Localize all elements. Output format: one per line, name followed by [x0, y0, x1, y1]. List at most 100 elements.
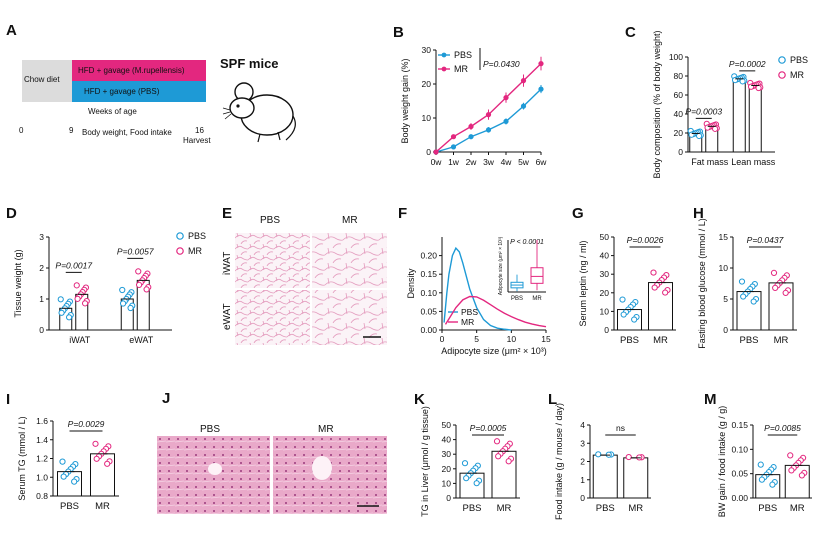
chart-h-y-tick-label: 0 — [723, 325, 728, 335]
chart-c-pvalue: P=0.0003 — [685, 106, 722, 116]
chart-m-y-tick-label: 0.15 — [731, 420, 748, 430]
chart-m-x-tick-label: MR — [790, 503, 805, 514]
chow-diet-box — [22, 60, 72, 102]
chart-b-y-tick-label: 30 — [422, 45, 432, 55]
chart-f-x-tick-label: 15 — [541, 334, 551, 344]
chart-f-density-pbs — [443, 246, 512, 331]
chart-i-y-tick-label: 1.2 — [36, 454, 48, 464]
chart-g-x-tick-label: MR — [653, 335, 668, 346]
chart-c-y-tick-label: 20 — [674, 128, 684, 138]
chart-g-point — [650, 269, 657, 276]
chart-h-point — [740, 293, 747, 300]
chart-b-point-pbs — [485, 127, 492, 133]
chart-b-legend-marker — [441, 52, 447, 58]
chart-k-point — [493, 438, 501, 445]
histo-e-col-pbs: PBS — [260, 215, 281, 226]
chart-l-y-tick-label: 2 — [580, 457, 585, 467]
chart-f-inset-box — [530, 267, 544, 284]
chart-g-y-tick-label: 50 — [600, 232, 610, 242]
chart-l-point — [625, 453, 632, 461]
chart-f-legend-label-pbs: PBS — [461, 307, 478, 317]
chart-l-x-tick-label: PBS — [596, 503, 615, 514]
histo-j-col-pbs: PBS — [200, 424, 221, 435]
chart-d-point — [57, 296, 64, 303]
chart-b-point-mr — [468, 123, 474, 130]
chart-b-point-pbs — [520, 103, 527, 109]
chart-k-y-tick-label: 0 — [446, 493, 451, 503]
chart-f-y-tick-label: 0.00 — [420, 325, 437, 335]
chart-m-point — [788, 467, 795, 474]
chart-l-point — [595, 451, 602, 458]
timeline-tick-16: 16 — [195, 126, 204, 135]
chart-g-ylabel: Serum leptin (ng / ml) — [578, 240, 588, 326]
chart-b-point-mr — [433, 149, 439, 155]
chart-c-y-tick-label: 0 — [678, 147, 683, 157]
chart-h-y-tick-label: 5 — [723, 294, 728, 304]
chart-l-bar — [623, 457, 649, 499]
panel-a-letter: A — [6, 22, 17, 39]
chart-h-y-tick-label: 15 — [719, 232, 729, 242]
chart-m-y-tick-label: 0.10 — [731, 444, 748, 454]
chart-g-point — [620, 311, 627, 318]
chart-b-x-tick-label: 3w — [483, 157, 495, 167]
chart-b-point-pbs — [450, 144, 457, 150]
chart-l-y-tick-label: 0 — [580, 493, 585, 503]
chart-m-panel-letter: M — [704, 391, 717, 408]
chart-b-legend-marker — [441, 66, 447, 72]
spf-mice-label: SPF mice — [220, 56, 279, 71]
chart-d-point — [58, 309, 65, 316]
mr-treatment-bar — [72, 60, 206, 81]
chart-f-inset-x-label: PBS — [511, 296, 523, 302]
chart-b-point-mr — [485, 112, 492, 118]
chart-k-point — [463, 475, 470, 482]
chart-c-legend-marker — [778, 71, 786, 79]
chart-h-point — [750, 298, 757, 305]
adipose-histology-image — [235, 233, 387, 345]
chart-m-point — [757, 461, 764, 468]
chart-i-x-tick-label: MR — [95, 501, 110, 512]
chart-h-point — [772, 284, 779, 291]
chart-c-pvalue: P=0.0002 — [729, 59, 766, 69]
chart-h-ylabel: Fasting blood glucose (mmol / L) — [697, 218, 707, 349]
chart-g-point — [662, 289, 669, 296]
chart-d-point — [73, 282, 80, 289]
chart-c-panel-letter: C — [625, 24, 636, 41]
chart-k-panel-letter: K — [414, 391, 425, 408]
chart-d-legend-marker — [176, 232, 184, 240]
chart-d-point — [65, 314, 73, 321]
chart-m-point — [758, 476, 766, 483]
chart-g-point — [631, 316, 638, 323]
chart-d-point — [74, 295, 81, 302]
chart-i-panel-letter: I — [6, 391, 10, 408]
chart-b-panel-letter: B — [393, 24, 404, 41]
chart-k-y-tick-label: 30 — [442, 449, 452, 459]
weeks-of-age-label: Weeks of age — [88, 107, 137, 116]
chart-b-y-tick-label: 0 — [426, 147, 431, 157]
chart-m-point — [769, 481, 776, 488]
chart-b-x-tick-label: 4w — [501, 157, 513, 167]
chart-l-x-tick-label: MR — [628, 503, 643, 514]
chart-g-x-tick-label: PBS — [620, 335, 639, 346]
chart-k-point — [495, 453, 502, 460]
chart-l-bar — [592, 454, 618, 499]
chart-m-ylabel: BW gain / food intake (g / g) — [717, 406, 727, 518]
chart-c-x-tick-label: Fat mass — [691, 157, 729, 167]
chart-h-point — [782, 289, 789, 296]
chart-c-y-tick-label: 60 — [674, 90, 684, 100]
chart-k-point — [461, 460, 469, 467]
measure-label: Body weight, Food intake — [82, 128, 172, 137]
chart-d-legend-label-pbs: PBS — [188, 231, 206, 241]
chart-c-legend-label-mr: MR — [790, 70, 804, 80]
chart-d-y-tick-label: 2 — [39, 263, 44, 273]
chart-f-ylabel: Density — [406, 268, 416, 299]
chart-m-point — [798, 472, 806, 479]
panel-j-letter: J — [162, 390, 171, 407]
chart-f-y-tick-label: 0.10 — [420, 288, 437, 298]
pbs-treatment-label: HFD + gavage (PBS) — [84, 87, 160, 96]
chart-c-x-tick-label: Lean mass — [731, 157, 776, 167]
chart-c-point — [711, 125, 719, 132]
chart-c-point — [739, 78, 746, 85]
chart-k-x-tick-label: MR — [497, 503, 512, 514]
chart-f-x-tick-label: 5 — [474, 334, 479, 344]
